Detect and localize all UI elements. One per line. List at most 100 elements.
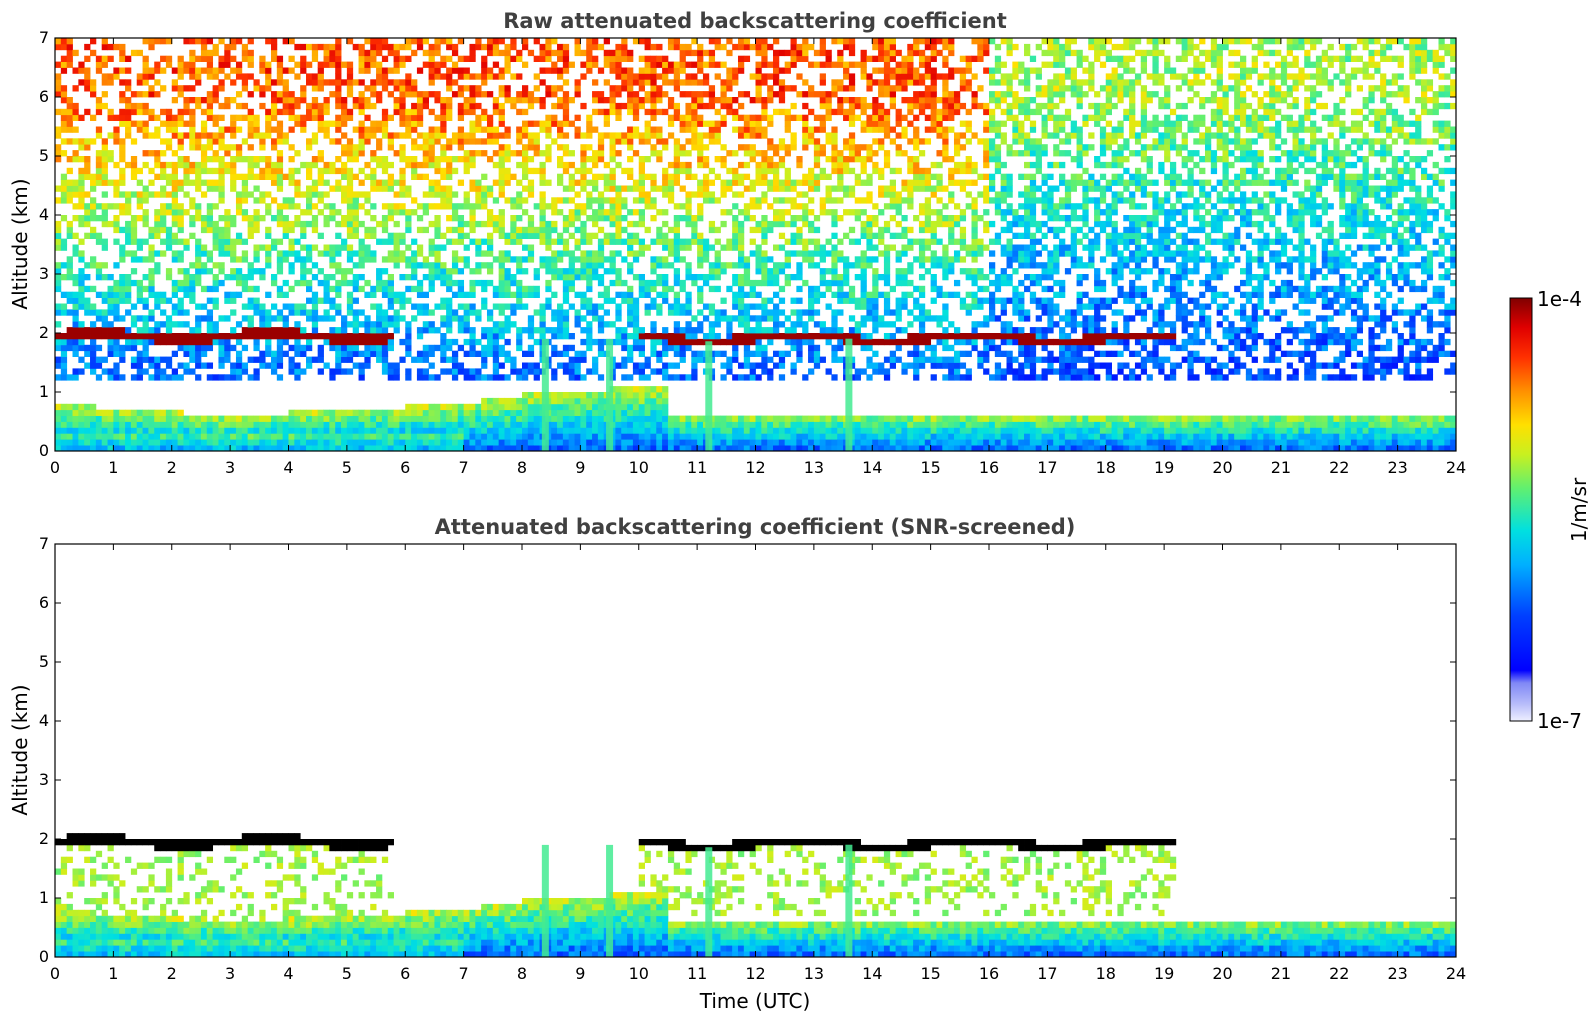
heatmap-cell <box>212 120 219 127</box>
heatmap-cell <box>195 321 202 328</box>
heatmap-cell <box>463 374 470 381</box>
heatmap-cell <box>154 91 161 98</box>
heatmap-cell <box>533 397 540 405</box>
heatmap-cell <box>451 439 459 446</box>
heatmap-cell <box>66 262 73 269</box>
heatmap-cell <box>101 167 108 175</box>
heatmap-cell <box>195 244 202 251</box>
heatmap-cell <box>451 291 459 298</box>
heatmap-cell <box>767 156 774 163</box>
heatmap-cell <box>451 203 459 210</box>
heatmap-cell <box>142 55 149 62</box>
heatmap-cell <box>113 409 120 416</box>
heatmap-cell <box>247 126 254 133</box>
heatmap-cell <box>335 344 342 352</box>
heatmap-cell <box>597 338 605 346</box>
heatmap-cell <box>708 191 716 198</box>
heatmap-cell <box>66 374 73 381</box>
heatmap-cell <box>755 327 762 334</box>
heatmap-cell <box>644 138 651 145</box>
heatmap-cell <box>422 327 429 334</box>
heatmap-cell <box>592 61 599 68</box>
heatmap-cell <box>206 374 214 381</box>
heatmap-cell <box>469 268 476 275</box>
heatmap-cell <box>276 55 284 62</box>
heatmap-cell <box>317 268 324 275</box>
heatmap-cell <box>446 156 453 163</box>
heatmap-cell <box>737 285 745 293</box>
heatmap-cell <box>270 421 278 428</box>
heatmap-cell <box>84 344 91 352</box>
heatmap-cell <box>714 309 721 316</box>
heatmap-cell <box>265 291 272 298</box>
heatmap-cell <box>504 356 511 363</box>
heatmap-cell <box>230 333 237 340</box>
heatmap-cell <box>522 150 529 157</box>
heatmap-cell <box>60 126 68 133</box>
heatmap-cell <box>708 132 716 139</box>
heatmap-cell <box>189 215 196 222</box>
heatmap-cell <box>504 268 511 275</box>
heatmap-cell <box>136 238 143 245</box>
heatmap-cell <box>230 79 237 86</box>
heatmap-cell <box>714 97 721 104</box>
heatmap-cell <box>183 362 190 369</box>
heatmap-cell <box>235 291 243 298</box>
heatmap-cell <box>679 350 686 357</box>
heatmap-cell <box>130 173 138 180</box>
heatmap-cell <box>370 433 377 440</box>
heatmap-cell <box>609 61 616 68</box>
heatmap-cell <box>335 38 342 45</box>
heatmap-cell <box>638 397 645 405</box>
heatmap-cell <box>399 439 406 446</box>
heatmap-cell <box>154 150 161 157</box>
heatmap-cell <box>504 338 511 346</box>
heatmap-cell <box>673 167 681 175</box>
heatmap-cell <box>101 327 108 334</box>
heatmap-cell <box>317 43 324 51</box>
heatmap-cell <box>522 327 529 334</box>
heatmap-cell <box>416 120 424 127</box>
heatmap-cell <box>463 85 470 92</box>
heatmap-cell <box>574 43 581 51</box>
heatmap-cell <box>358 350 365 357</box>
heatmap-cell <box>551 67 558 74</box>
heatmap-cell <box>638 344 645 352</box>
heatmap-cell <box>562 397 570 405</box>
heatmap-cell <box>130 445 138 451</box>
heatmap-cell <box>411 167 418 175</box>
heatmap-cell <box>644 421 651 428</box>
heatmap-cell <box>300 409 307 416</box>
heatmap-cell <box>130 256 138 263</box>
heatmap-cell <box>562 167 570 175</box>
heatmap-cell <box>78 338 85 346</box>
heatmap-cell <box>632 297 640 304</box>
heatmap-cell <box>113 73 120 80</box>
heatmap-cell <box>218 55 225 62</box>
heatmap-cell <box>177 120 184 127</box>
heatmap-cell <box>597 321 605 328</box>
heatmap-cell <box>679 327 686 334</box>
heatmap-cell <box>113 415 120 422</box>
heatmap-cell <box>125 309 132 316</box>
heatmap-cell <box>253 126 260 133</box>
heatmap-cell <box>358 108 365 116</box>
heatmap-cell <box>621 409 628 416</box>
heatmap-cell <box>475 350 482 357</box>
heatmap-cell <box>335 368 342 375</box>
heatmap-cell <box>148 285 155 293</box>
heatmap-cell <box>387 185 394 192</box>
heatmap-cell <box>685 433 692 440</box>
heatmap-cell <box>615 209 622 216</box>
heatmap-cell <box>463 291 470 298</box>
heatmap-cell <box>416 262 424 269</box>
heatmap-cell <box>492 161 500 169</box>
heatmap-cell <box>580 338 587 346</box>
heatmap-cell <box>177 203 184 210</box>
heatmap-cell <box>282 415 289 422</box>
heatmap-cell <box>206 226 214 234</box>
heatmap-cell <box>720 309 727 316</box>
heatmap-cell <box>574 114 581 121</box>
heatmap-cell <box>387 144 394 151</box>
heatmap-cell <box>183 67 190 74</box>
